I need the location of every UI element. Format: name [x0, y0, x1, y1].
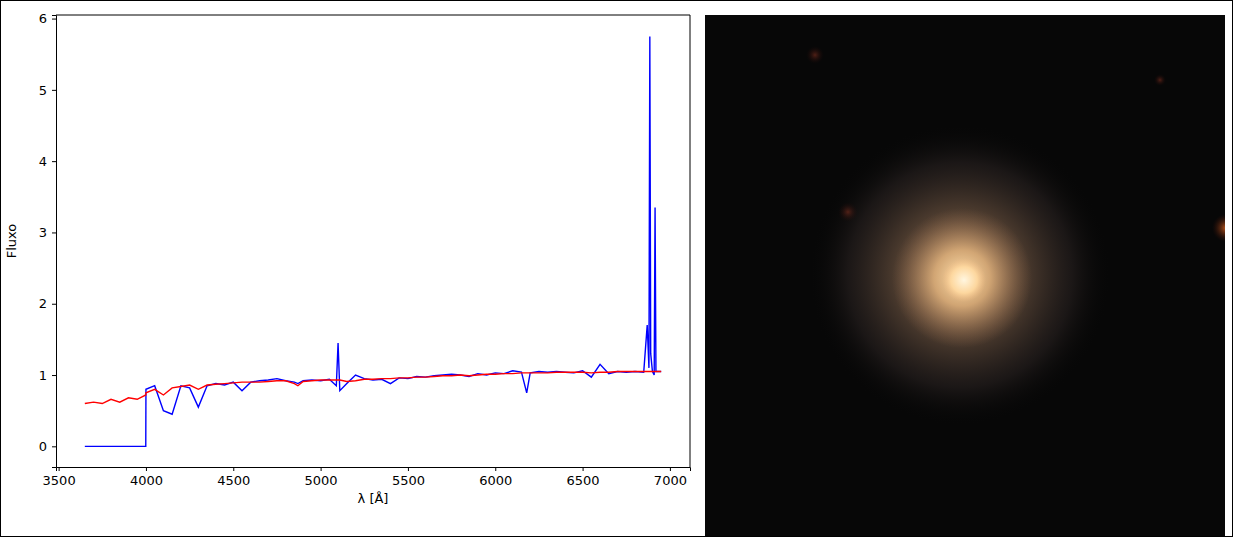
image-background: [705, 15, 1225, 536]
x-tick-mark: [408, 467, 409, 471]
y-tick-mark: [52, 375, 56, 376]
y-tick: 2: [39, 296, 56, 311]
y-tick-label: 4: [39, 154, 47, 169]
x-tick-label: 3500: [43, 473, 76, 488]
y-tick-mark: [52, 304, 56, 305]
y-tick-label: 6: [39, 11, 47, 26]
x-tick: 4500: [217, 467, 250, 488]
x-tick-label: 6500: [567, 473, 600, 488]
series-line: [85, 371, 661, 403]
x-tick-mark: [233, 467, 234, 471]
y-tick-mark: [52, 161, 56, 162]
x-tick-label: 5000: [305, 473, 338, 488]
x-tick: 6000: [479, 467, 512, 488]
x-tick-label: 4000: [130, 473, 163, 488]
y-tick-label: 3: [39, 225, 47, 240]
x-axis-line: [57, 468, 691, 472]
x-tick-mark: [59, 467, 60, 471]
star: [838, 202, 858, 222]
x-tick: 5000: [305, 467, 338, 488]
y-axis: 0 1 2 3 4 5 6: [39, 11, 57, 467]
y-tick-label: 5: [39, 83, 47, 98]
y-tick-label: 1: [39, 368, 47, 383]
y-tick-mark: [52, 19, 56, 20]
x-axis-title: λ [Å]: [358, 491, 389, 506]
y-axis-title: Fluxo: [4, 224, 19, 259]
x-tick-mark: [670, 467, 671, 471]
x-tick-label: 7000: [654, 473, 687, 488]
x-tick-mark: [583, 467, 584, 471]
y-tick-label: 0: [39, 439, 47, 454]
x-tick-label: 5500: [392, 473, 425, 488]
galaxy-halo: [810, 125, 1110, 425]
y-tick-mark: [52, 446, 56, 447]
series-line: [85, 36, 661, 446]
y-tick: 4: [39, 154, 56, 169]
x-tick: 4000: [130, 467, 163, 488]
x-tick-mark: [495, 467, 496, 471]
galaxy-bulge: [892, 208, 1032, 348]
star: [806, 46, 824, 64]
x-tick-mark: [146, 467, 147, 471]
x-tick: 6500: [567, 467, 600, 488]
plot-area: [85, 36, 661, 446]
plot-background: [56, 15, 690, 467]
plot-frame: [56, 15, 690, 467]
x-tick-mark: [321, 467, 322, 471]
y-tick: 0: [39, 439, 56, 454]
galaxy-image: [705, 15, 1225, 536]
y-tick: 5: [39, 83, 56, 98]
x-tick-label: 6000: [479, 473, 512, 488]
y-tick-label: 2: [39, 296, 47, 311]
y-tick-mark: [52, 90, 56, 91]
x-tick: 5500: [392, 467, 425, 488]
y-tick: 6: [39, 11, 56, 26]
y-tick: 1: [39, 368, 56, 383]
star: [1154, 74, 1166, 86]
star: [1212, 214, 1225, 242]
x-tick: 3500: [43, 467, 76, 488]
x-tick: 7000: [654, 467, 687, 488]
y-axis-line: [52, 16, 57, 468]
y-tick: 3: [39, 225, 56, 240]
x-tick-label: 4500: [217, 473, 250, 488]
figure-border: [1, 1, 1233, 537]
x-axis: 3500 4000 4500 5000 5500 6000 6500 7000: [43, 467, 691, 488]
galaxy-core: [942, 258, 986, 302]
y-tick-mark: [52, 232, 56, 233]
